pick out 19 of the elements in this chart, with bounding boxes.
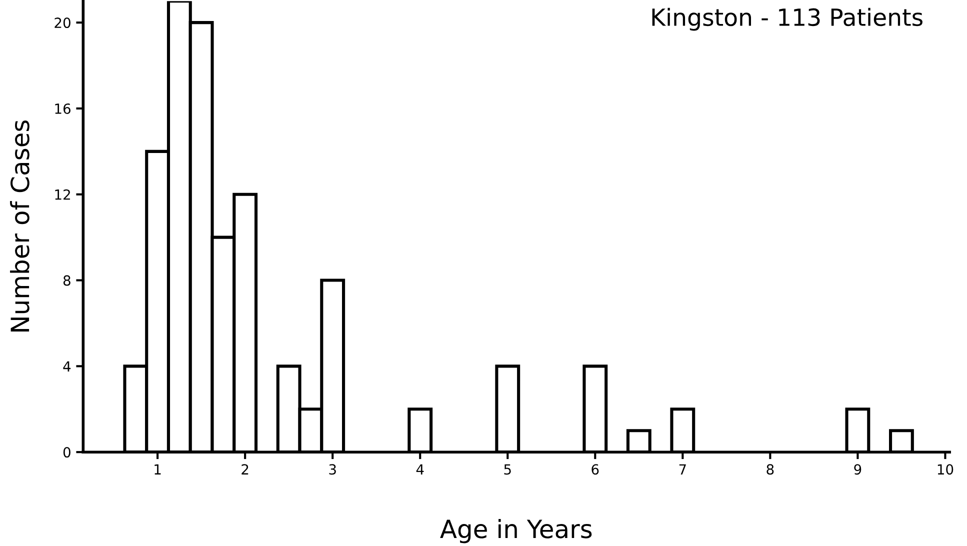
x-tick-label: 9 [854,464,862,475]
y-tick-label: 12 [55,189,70,200]
x-axis-title: Age in Years [440,519,592,544]
x-tick-label: 5 [504,464,511,475]
x-tick-label: 4 [416,464,424,474]
x-tick-label: 6 [592,464,599,475]
x-tick-label: 3 [329,464,336,475]
x-tick-label: 8 [766,464,774,475]
x-tick-label: 7 [679,464,686,474]
y-tick-label: 4 [63,361,71,372]
chart-title: Kingston - 113 Patients [652,8,922,31]
y-tick-label: 0 [63,447,70,458]
y-tick-label: 20 [54,18,70,28]
x-tick-label: 1 [154,464,161,474]
x-tick-label: 10 [938,464,954,475]
y-axis-title: Number of Cases [10,120,30,332]
y-tick-label: 16 [55,103,70,114]
y-tick-label: 8 [63,275,70,286]
x-tick-label: 2 [242,464,248,474]
